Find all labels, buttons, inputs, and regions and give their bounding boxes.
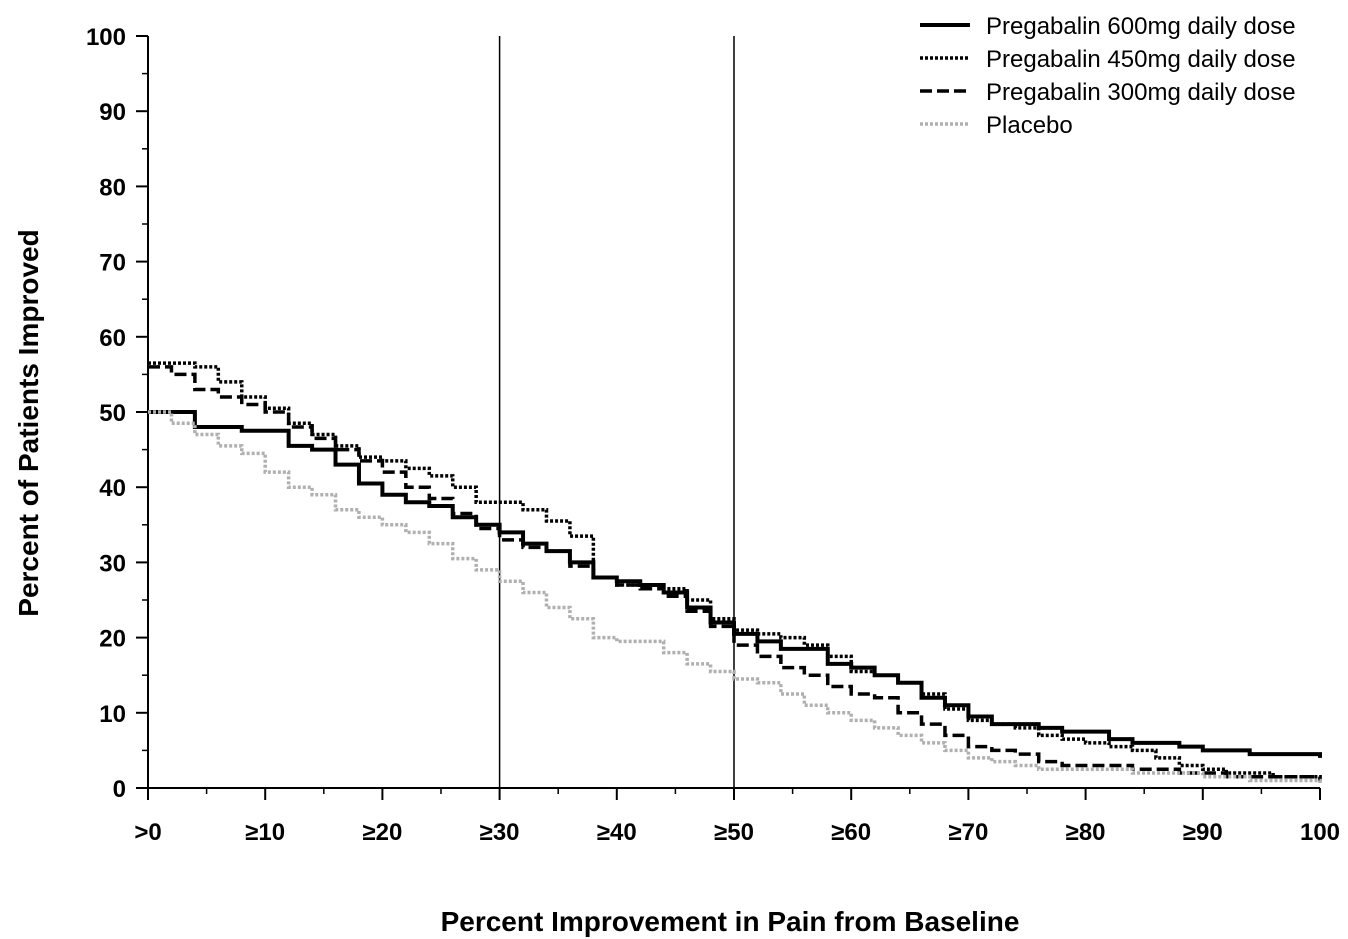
y-tick-label: 60	[99, 325, 126, 352]
x-tick-label: ≥90	[1183, 819, 1223, 846]
y-tick-label: 30	[99, 550, 126, 577]
axes: 0 10 20 30 40 50 60 70 80 90 100 >0 ≥10 ≥20 ≥30 ≥40 ≥50 ≥…	[86, 24, 1340, 846]
x-tick-label: ≥80	[1066, 819, 1106, 846]
x-tick-label: ≥60	[831, 819, 871, 846]
legend-label: Pregabalin 600mg daily dose	[986, 13, 1296, 40]
y-tick-label: 20	[99, 626, 126, 653]
x-tick-label: ≥50	[714, 819, 754, 846]
legend-label: Pregabalin 300mg daily dose	[986, 79, 1296, 106]
x-axis-title: Percent Improvement in Pain from Baselin…	[441, 906, 1020, 937]
y-tick-label: 90	[99, 99, 126, 126]
x-tick-label: ≥70	[948, 819, 988, 846]
legend-label: Pregabalin 450mg daily dose	[986, 46, 1296, 73]
legend: Pregabalin 600mg daily dose Pregabalin 45…	[920, 13, 1296, 139]
legend-label: Placebo	[986, 112, 1073, 139]
y-tick-label: 40	[99, 475, 126, 502]
x-tick-label: ≥40	[597, 819, 637, 846]
y-tick-label: 0	[113, 776, 126, 803]
x-tick-label: 100	[1300, 819, 1340, 846]
y-tick-label: 50	[99, 400, 126, 427]
x-tick-label: ≥10	[245, 819, 285, 846]
x-tick-label: ≥20	[362, 819, 402, 846]
y-axis-title: Percent of Patients Improved	[13, 229, 44, 616]
y-tick-label: 80	[99, 174, 126, 201]
series-lines	[148, 361, 1322, 785]
y-tick-label: 70	[99, 250, 126, 277]
y-tick-label: 10	[99, 701, 126, 728]
x-tick-label: >0	[134, 819, 161, 846]
series-line	[148, 365, 1322, 781]
series-line	[148, 410, 1322, 785]
y-tick-label: 100	[86, 24, 126, 51]
x-tick-label: ≥30	[480, 819, 520, 846]
